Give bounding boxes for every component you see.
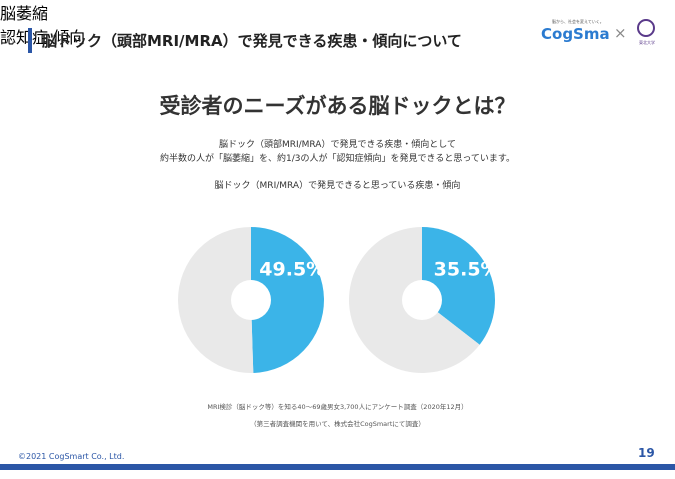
- header-bar: [28, 28, 32, 53]
- note: （第三者調査機関を用いて、株式会社CogSmartにて調査）: [250, 420, 425, 428]
- partner-emblem: [637, 19, 655, 37]
- center-label: 脳萎縮: [0, 4, 49, 23]
- value-label: 49.5%: [259, 259, 325, 281]
- description-line: 約半数の人が「脳萎縮」を、約1/3の人が「認知症傾向」を発見できると思っています…: [160, 154, 515, 164]
- logo-separator: ×: [614, 24, 627, 42]
- pie-slice: [422, 227, 495, 345]
- pie-slice: [251, 227, 324, 373]
- pie-center: [402, 280, 442, 320]
- description-line: 脳ドック（頭部MRI/MRA）で発見できる疾患・傾向として: [218, 140, 457, 150]
- pie-center: [231, 280, 271, 320]
- partner-name: 東北大学: [639, 40, 655, 45]
- heading: 受診者のニーズがある脳ドックとは？: [159, 94, 516, 118]
- value-label: 35.5%: [434, 259, 500, 281]
- page-number: 19: [638, 446, 655, 460]
- footer-bar: [0, 464, 675, 470]
- logo: CogSma: [541, 25, 610, 43]
- center-label: 認知症 傾向: [0, 28, 86, 47]
- logo-tagline: 脳から、社会を変えていく。: [552, 19, 604, 24]
- header-title: 脳ドック（頭部MRI/MRA）で発見できる疾患・傾向について: [42, 32, 462, 50]
- pie-slice: [177, 227, 254, 373]
- copyright: ©2021 CogSmart Co., Ltd.: [18, 452, 125, 461]
- chart-caption: 脳ドック（MRI/MRA）で発見できると思っている疾患・傾向: [214, 181, 461, 191]
- note: MRI検診（脳ドック等）を知る40〜69歳男女3,700人にアンケート調査（20…: [207, 403, 468, 411]
